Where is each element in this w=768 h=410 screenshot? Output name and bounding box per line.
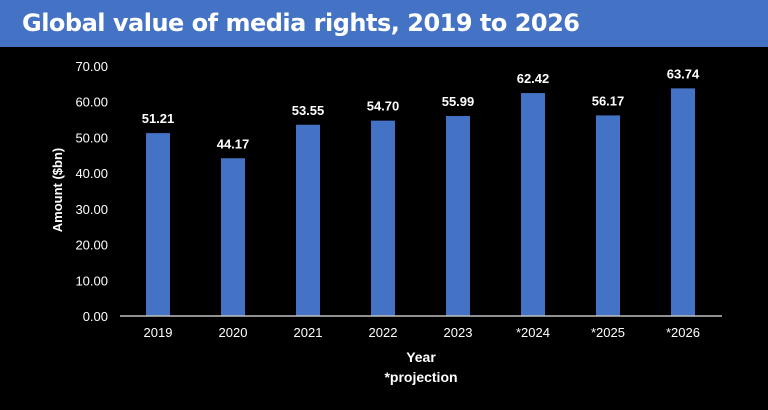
data-label: 51.21 xyxy=(142,111,175,126)
chart-title: Global value of media rights, 2019 to 20… xyxy=(22,9,580,37)
y-axis-label: Amount ($bn) xyxy=(50,148,65,232)
x-tick-label: *2025 xyxy=(591,325,625,340)
bar-2025 xyxy=(596,115,620,317)
bar-2023 xyxy=(446,116,470,317)
data-label: 56.17 xyxy=(592,93,625,108)
projection-note: *projection xyxy=(384,369,457,385)
y-tick-label: 70.00 xyxy=(75,59,108,74)
data-label: 62.42 xyxy=(517,71,550,86)
x-tick-label: 2022 xyxy=(369,325,398,340)
y-tick-label: 60.00 xyxy=(75,95,108,110)
bar-2026 xyxy=(671,88,695,316)
title-bar: Global value of media rights, 2019 to 20… xyxy=(0,0,768,47)
y-tick-label: 10.00 xyxy=(75,273,108,288)
x-tick-label: 2019 xyxy=(144,325,173,340)
x-tick-label: *2026 xyxy=(666,325,700,340)
data-label: 54.70 xyxy=(367,99,400,114)
x-tick-label: *2024 xyxy=(516,325,550,340)
data-label: 55.99 xyxy=(442,94,475,109)
data-label: 53.55 xyxy=(292,103,325,118)
y-tick-label: 20.00 xyxy=(75,238,108,253)
bar-2020 xyxy=(221,158,245,316)
data-label: 44.17 xyxy=(217,136,250,151)
x-tick-label: 2020 xyxy=(219,325,248,340)
y-tick-label: 30.00 xyxy=(75,202,108,217)
data-label: 63.74 xyxy=(667,66,700,81)
bar-2019 xyxy=(146,133,170,316)
y-tick-label: 50.00 xyxy=(75,130,108,145)
y-tick-label: 0.00 xyxy=(83,309,108,324)
x-tick-label: 2021 xyxy=(294,325,323,340)
bar-2024 xyxy=(521,93,545,316)
bar-2022 xyxy=(371,120,395,317)
x-tick-label: 2023 xyxy=(444,325,473,340)
bar-2021 xyxy=(296,124,320,316)
y-tick-label: 40.00 xyxy=(75,166,108,181)
x-axis-label: Year xyxy=(406,349,436,365)
